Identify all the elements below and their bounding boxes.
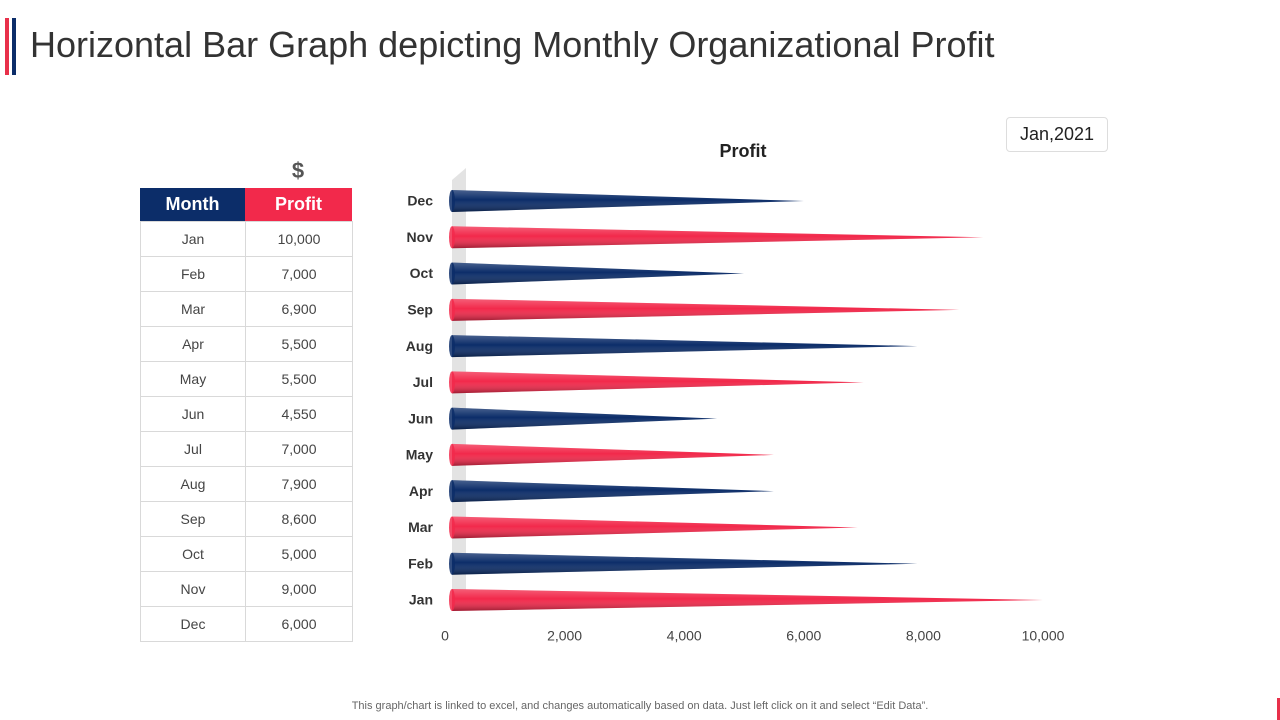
bar-base [449,371,455,394]
x-tick-label: 10,000 [1022,628,1065,644]
y-tick-label: Oct [410,265,434,281]
bar-base [449,480,455,503]
bar-shade [452,371,864,394]
y-tick-label: Feb [408,555,433,571]
y-tick-label: Jun [408,410,433,426]
x-tick-label: 4,000 [667,628,702,644]
x-tick-label: 6,000 [786,628,821,644]
bar-shade [452,552,918,575]
footer-note: This graph/chart is linked to excel, and… [351,700,929,712]
y-tick-label: Mar [408,519,433,535]
bar-shade [452,407,718,430]
accent-bar [5,18,9,75]
y-tick-label: Nov [407,229,434,245]
y-tick-label: Apr [409,483,434,499]
bar-shade [452,480,774,503]
bar-base [449,407,455,430]
x-tick-label: 8,000 [906,628,941,644]
bar-base [449,552,455,575]
date-badge: Jan,2021 [1006,117,1108,152]
unit-label: $ [291,158,305,183]
accent-bar [12,18,16,75]
table-cell: 6,000 [245,606,353,642]
bar-shade [452,226,984,249]
bar-base [449,190,455,212]
x-tick-label: 0 [441,628,449,644]
bar-base [449,589,455,611]
bar-base [449,335,455,358]
slide-title: Horizontal Bar Graph depicting Monthly O… [30,24,995,65]
bar-base [449,298,455,321]
y-tick-label: Aug [406,338,433,354]
bar-shade [452,443,774,466]
bar-base [449,443,455,466]
y-tick-label: May [406,447,433,463]
bar-shade [452,516,858,539]
bar-base [449,226,455,249]
bar-shade [452,298,960,321]
bar-shade [452,262,744,285]
bar-base [449,516,455,539]
chart-title: Profit [720,141,767,161]
bar-shade [452,190,804,212]
y-tick-label: Jan [409,592,433,608]
bar-shade [452,335,918,358]
x-tick-label: 2,000 [547,628,582,644]
y-tick-label: Sep [407,302,433,318]
bar-shade [452,589,1043,611]
accent-bar [1277,698,1280,720]
bar-base [449,262,455,285]
y-tick-label: Dec [407,193,433,209]
y-tick-label: Jul [413,374,433,390]
table-header: Profit [245,188,352,221]
table-header: Month [140,188,245,221]
